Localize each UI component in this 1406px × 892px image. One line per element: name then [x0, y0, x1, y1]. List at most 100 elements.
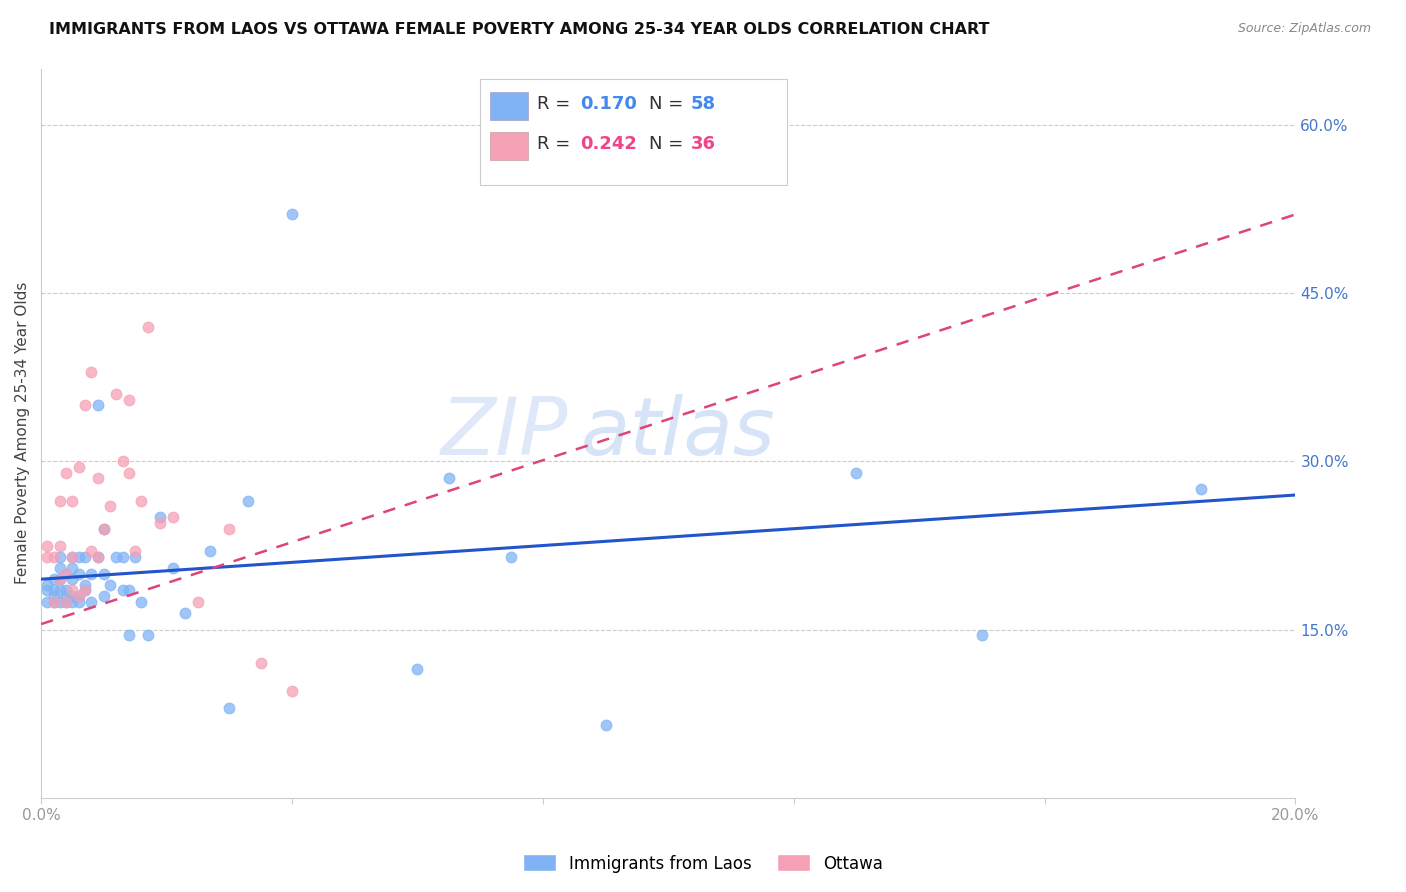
Point	[1189, 483, 1212, 497]
Point	[62, 549, 84, 564]
Point	[105, 549, 128, 564]
Point	[49, 539, 72, 553]
Point	[49, 549, 72, 564]
Point	[93, 566, 115, 581]
Point	[124, 544, 146, 558]
Point	[42, 589, 65, 603]
Point	[49, 572, 72, 586]
Text: 0.242: 0.242	[581, 135, 637, 153]
Point	[37, 583, 59, 598]
Point	[437, 471, 460, 485]
Point	[42, 594, 65, 608]
Point	[42, 594, 65, 608]
Point	[55, 594, 77, 608]
Point	[118, 392, 141, 407]
Point	[93, 589, 115, 603]
Point	[80, 365, 103, 379]
Point	[62, 549, 84, 564]
Point	[49, 594, 72, 608]
Point	[62, 572, 84, 586]
Text: ZIP: ZIP	[440, 394, 568, 472]
Point	[118, 583, 141, 598]
Point	[37, 549, 59, 564]
Point	[62, 594, 84, 608]
Point	[67, 589, 90, 603]
Point	[236, 493, 259, 508]
Point	[111, 583, 134, 598]
Point	[80, 566, 103, 581]
Point	[970, 628, 993, 642]
Text: 58: 58	[690, 95, 716, 112]
Point	[55, 594, 77, 608]
Point	[118, 628, 141, 642]
Point	[218, 701, 240, 715]
Point	[136, 628, 159, 642]
Point	[131, 594, 153, 608]
Point	[67, 549, 90, 564]
Text: 0.170: 0.170	[581, 95, 637, 112]
Text: R =: R =	[537, 95, 575, 112]
Point	[62, 493, 84, 508]
Point	[149, 510, 172, 524]
Point	[67, 594, 90, 608]
Y-axis label: Female Poverty Among 25-34 Year Olds: Female Poverty Among 25-34 Year Olds	[15, 282, 30, 584]
Point	[124, 549, 146, 564]
Point	[93, 522, 115, 536]
Point	[42, 583, 65, 598]
Point	[98, 500, 121, 514]
Point	[98, 578, 121, 592]
Point	[162, 510, 184, 524]
Point	[67, 460, 90, 475]
Bar	[479, 79, 787, 186]
Point	[162, 561, 184, 575]
Point	[42, 549, 65, 564]
Point	[187, 594, 209, 608]
Point	[49, 561, 72, 575]
Point	[131, 493, 153, 508]
Point	[200, 544, 222, 558]
Point	[136, 319, 159, 334]
Point	[174, 606, 197, 620]
Point	[218, 522, 240, 536]
Point	[501, 549, 523, 564]
Text: N =: N =	[650, 95, 689, 112]
Point	[73, 549, 96, 564]
Point	[62, 583, 84, 598]
Point	[595, 718, 617, 732]
Point	[111, 454, 134, 468]
Point	[118, 466, 141, 480]
Point	[49, 572, 72, 586]
Legend: Immigrants from Laos, Ottawa: Immigrants from Laos, Ottawa	[516, 847, 890, 880]
Point	[37, 594, 59, 608]
Point	[86, 549, 108, 564]
Point	[55, 566, 77, 581]
Point	[73, 583, 96, 598]
Text: R =: R =	[537, 135, 575, 153]
Point	[73, 398, 96, 412]
Point	[49, 583, 72, 598]
Point	[42, 572, 65, 586]
Bar	[491, 132, 527, 160]
Point	[62, 589, 84, 603]
Point	[73, 583, 96, 598]
Point	[80, 544, 103, 558]
Point	[86, 471, 108, 485]
Point	[105, 387, 128, 401]
Point	[80, 594, 103, 608]
Point	[406, 662, 429, 676]
Point	[845, 466, 868, 480]
Text: N =: N =	[650, 135, 689, 153]
Point	[149, 516, 172, 530]
Point	[67, 566, 90, 581]
Point	[62, 561, 84, 575]
Point	[55, 466, 77, 480]
Bar	[491, 92, 527, 120]
Point	[37, 539, 59, 553]
Point	[49, 493, 72, 508]
Point	[86, 398, 108, 412]
Point	[55, 566, 77, 581]
Point	[67, 589, 90, 603]
Text: 36: 36	[690, 135, 716, 153]
Text: atlas: atlas	[581, 394, 775, 472]
Point	[86, 549, 108, 564]
